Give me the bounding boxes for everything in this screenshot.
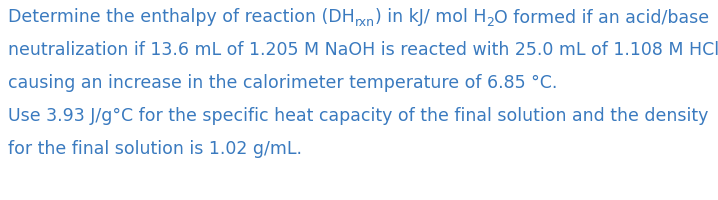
Text: for the final solution is 1.02 g/mL.: for the final solution is 1.02 g/mL. bbox=[8, 140, 302, 158]
Text: Use 3.93 J/g°C for the specific heat capacity of the final solution and the dens: Use 3.93 J/g°C for the specific heat cap… bbox=[8, 107, 709, 125]
Text: neutralization if 13.6 mL of 1.205 M NaOH is reacted with 25.0 mL of 1.108 M HCl: neutralization if 13.6 mL of 1.205 M NaO… bbox=[8, 41, 718, 59]
Text: rxn: rxn bbox=[355, 16, 375, 28]
Text: causing an increase in the calorimeter temperature of 6.85 °C.: causing an increase in the calorimeter t… bbox=[8, 74, 557, 92]
Text: 2: 2 bbox=[486, 16, 494, 28]
Text: O formed if an acid/base: O formed if an acid/base bbox=[494, 8, 709, 26]
Text: ) in kJ/ mol H: ) in kJ/ mol H bbox=[375, 8, 486, 26]
Text: Determine the enthalpy of reaction (DH: Determine the enthalpy of reaction (DH bbox=[8, 8, 355, 26]
